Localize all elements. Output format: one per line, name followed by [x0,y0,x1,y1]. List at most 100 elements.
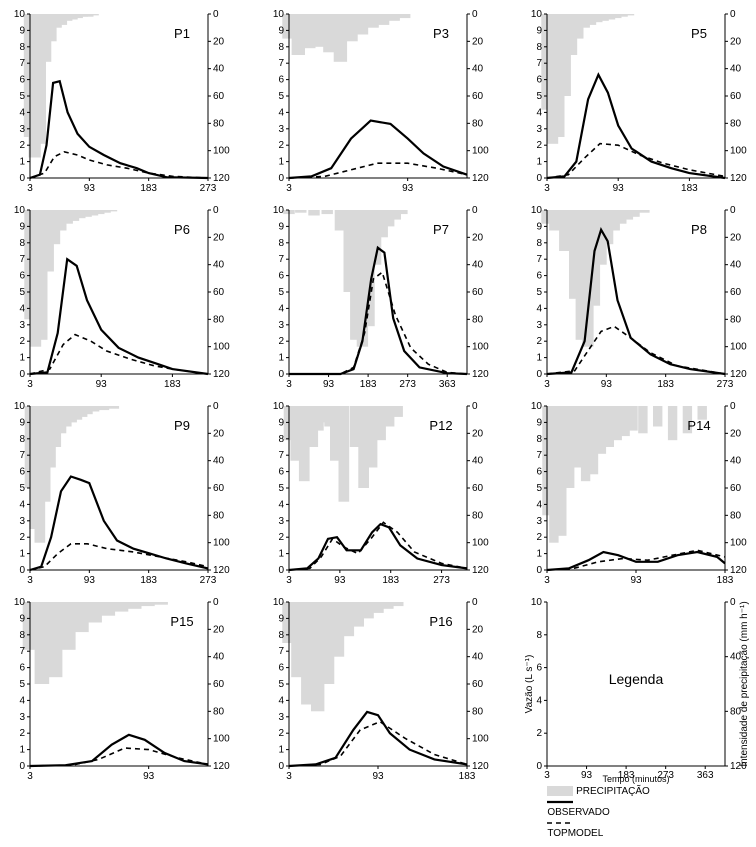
ytick-left: 4 [278,695,284,706]
ytick-left: 3 [278,712,284,723]
precip-bar [127,602,142,609]
ytick-left: 9 [278,221,284,232]
svg-text:0: 0 [730,597,736,608]
model-line [289,272,467,374]
panel-label: P1 [174,26,190,41]
precip-bar [668,406,677,440]
y-left-label: Vazão (L s⁻¹) [525,655,535,714]
ytick-left: 8 [19,630,25,641]
panel-label: P3 [433,26,449,41]
legend-title: Legenda [609,671,664,687]
ytick-left: 6 [278,467,284,478]
ytick-left: 2 [278,336,284,347]
ytick-left: 10 [531,401,543,412]
xtick: 93 [631,575,643,586]
ytick-left: 7 [278,58,284,69]
precip-bar [101,602,116,616]
xtick: 183 [681,183,698,194]
ytick-left: 3 [19,712,25,723]
precip-bar [106,210,117,211]
precip-bar [74,602,89,632]
ytick-right: 120 [472,369,489,380]
ytick-right: 20 [472,232,484,243]
precip-bar [153,602,168,605]
ytick-right: 40 [472,652,484,663]
ytick-left: 4 [537,303,543,314]
xtick: 183 [140,575,157,586]
ytick-left: 10 [14,9,26,20]
ytick-left: 8 [278,238,284,249]
ytick-left: 10 [531,9,543,20]
xtick: 3 [27,771,33,782]
ytick-left: 5 [537,483,543,494]
legend-panel: 024681004080120393183273363LegendaVazão … [525,596,751,784]
ytick-right: 20 [213,624,225,635]
ytick-left: 5 [278,679,284,690]
ytick-left: 5 [19,679,25,690]
panel-wrapper: 012345678910020406080100120393183P6 [8,204,247,392]
svg-text:3: 3 [545,770,551,781]
ytick-left: 0 [537,369,543,380]
panel-wrapper: 012345678910020406080100120393183273P8 [525,204,756,392]
ytick-left: 1 [19,745,25,756]
ytick-right: 40 [213,64,225,75]
x-axis-label: Tempo (minutos) [603,774,670,784]
ytick-left: 4 [19,303,25,314]
ytick-right: 120 [472,173,489,184]
svg-text:8: 8 [537,630,543,641]
ytick-right: 80 [730,314,742,325]
model-line [30,152,208,178]
ytick-right: 40 [472,260,484,271]
legend-item: OBSERVADO [547,797,756,818]
ytick-left: 3 [537,124,543,135]
precip-bar [390,602,403,606]
observed-line [547,75,725,178]
legend-item-label: PRECIPITAÇÃO [576,786,650,797]
ytick-left: 9 [278,417,284,428]
ytick-left: 8 [537,238,543,249]
precip-bar [559,210,570,251]
xtick: 93 [84,575,96,586]
ytick-right: 20 [213,36,225,47]
ytick-right: 20 [730,428,742,439]
panel-wrapper: 012345678910020406080100120393183273P9 [8,400,247,588]
ytick-left: 2 [19,336,25,347]
observed-line [289,712,467,766]
ytick-left: 3 [278,124,284,135]
ytick-left: 10 [531,205,543,216]
ytick-right: 100 [472,734,489,745]
ytick-right: 40 [472,456,484,467]
xtick: 273 [433,575,450,586]
ytick-left: 0 [278,173,284,184]
ytick-right: 80 [213,118,225,129]
ytick-left: 4 [19,107,25,118]
precip-bar [623,14,634,15]
ytick-left: 9 [278,613,284,624]
swatch-observed [547,797,573,807]
panel-P16: 012345678910020406080100120393183P16 [267,596,493,784]
ytick-left: 8 [537,434,543,445]
ytick-left: 0 [278,761,284,772]
panel-grid: 012345678910020406080100120393183273P101… [8,8,756,839]
ytick-left: 5 [537,287,543,298]
ytick-left: 9 [19,221,25,232]
panel-P8: 012345678910020406080100120393183273P8 [525,204,751,392]
ytick-left: 2 [19,140,25,151]
xtick: 3 [286,771,292,782]
precip-bar [89,406,100,412]
ytick-left: 6 [19,663,25,674]
xtick: 3 [286,575,292,586]
ytick-left: 2 [278,532,284,543]
ytick-right: 80 [213,706,225,717]
ytick-right: 0 [472,205,478,216]
ytick-left: 5 [278,483,284,494]
precip-bar [35,602,50,684]
panel-wrapper: 012345678910020406080100120393183273363P… [267,204,506,392]
ytick-left: 3 [537,320,543,331]
ytick-left: 1 [19,549,25,560]
ytick-right: 40 [213,456,225,467]
panel-wrapper: 012345678910020406080100120393183P14 [525,400,756,588]
ytick-right: 100 [213,538,230,549]
xtick: 93 [601,379,613,390]
panel-P14: 012345678910020406080100120393183P14 [525,400,751,588]
